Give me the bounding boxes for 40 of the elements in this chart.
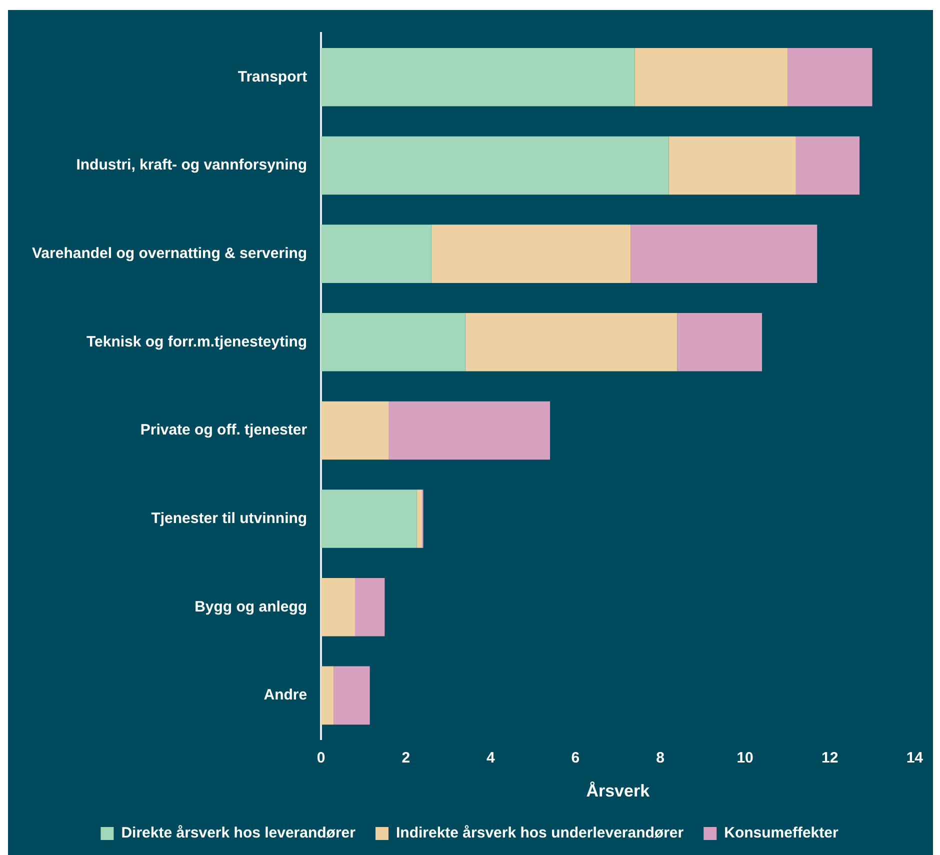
bar: [321, 224, 432, 283]
bar: [630, 224, 818, 283]
x-tick-label: 12: [822, 750, 838, 767]
bar: [787, 48, 872, 106]
bar: [388, 401, 550, 460]
legend-label: Direkte årsverk hos leverandører: [121, 824, 356, 842]
bar: [321, 401, 389, 460]
y-tick-label: Teknisk og forr.m.tjenesteyting: [86, 333, 308, 350]
bar: [321, 136, 669, 195]
y-tick-label: Industri, kraft- og vannforsyning: [76, 156, 308, 174]
legend-label: Konsumeffekter: [724, 824, 838, 842]
bar: [465, 312, 678, 372]
x-tick-label: 10: [736, 750, 754, 767]
bar: [321, 490, 417, 548]
x-tick-label: 0: [316, 750, 326, 767]
y-tick-label: Transport: [238, 68, 308, 86]
bar: [634, 48, 788, 106]
bar: [334, 666, 370, 725]
x-tick-label: 14: [906, 750, 924, 767]
y-tick-label: Tjenester til utvinning: [151, 510, 308, 527]
y-tick-label: Varehandel og overnatting & servering: [32, 244, 308, 262]
bar: [677, 312, 762, 372]
y-tick-label: Private og off. tjenester: [140, 422, 308, 439]
bar: [796, 136, 860, 195]
bar: [321, 578, 355, 636]
bar: [431, 224, 631, 283]
legend-label: Indirekte årsverk hos underleverandører: [396, 824, 684, 842]
bar: [321, 666, 334, 725]
bar: [668, 136, 796, 195]
x-tick-label: 6: [571, 750, 580, 767]
bar: [416, 490, 422, 548]
bar: [321, 312, 466, 372]
y-tick-label: Bygg og anlegg: [194, 598, 308, 616]
x-tick-label: 4: [486, 750, 496, 767]
bar: [354, 578, 385, 636]
y-tick-label: Andre: [264, 686, 308, 704]
x-tick-label: 2: [402, 750, 410, 767]
x-axis-title: Årsverk: [586, 781, 650, 800]
x-tick-label: 8: [656, 750, 664, 767]
bar: [321, 48, 635, 106]
